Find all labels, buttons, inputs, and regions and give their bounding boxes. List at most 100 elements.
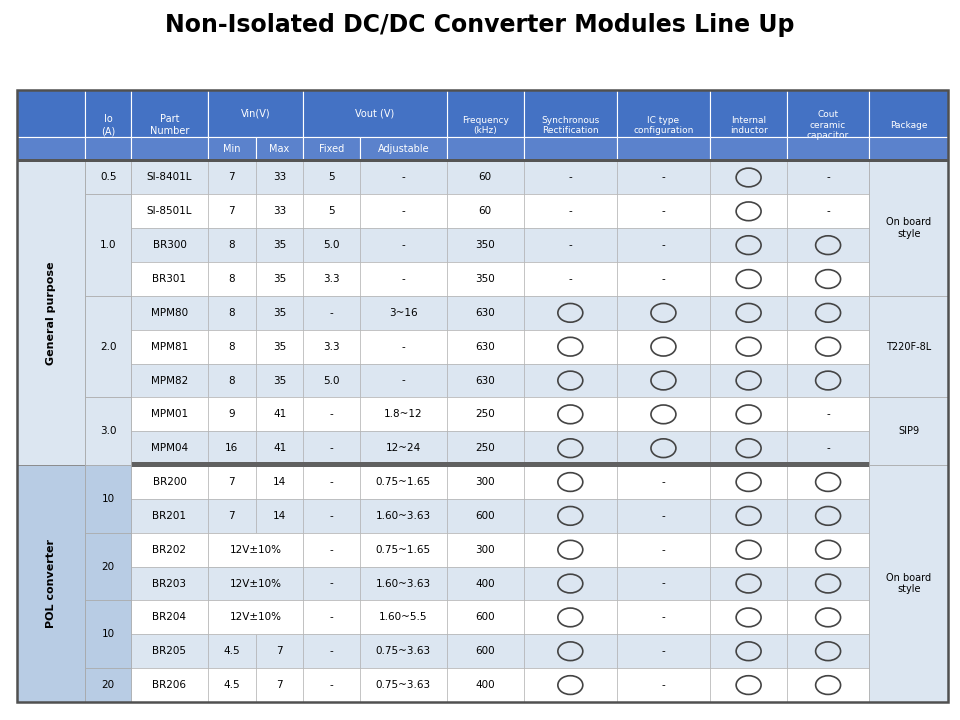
FancyBboxPatch shape (869, 533, 948, 567)
Text: 7: 7 (228, 511, 235, 521)
FancyBboxPatch shape (85, 90, 131, 137)
FancyBboxPatch shape (303, 90, 360, 137)
FancyBboxPatch shape (17, 668, 85, 702)
FancyBboxPatch shape (617, 397, 710, 431)
FancyBboxPatch shape (131, 431, 208, 465)
FancyBboxPatch shape (787, 330, 869, 364)
FancyBboxPatch shape (617, 161, 710, 194)
FancyBboxPatch shape (869, 228, 948, 262)
FancyBboxPatch shape (255, 161, 303, 194)
FancyBboxPatch shape (131, 296, 208, 330)
FancyBboxPatch shape (17, 465, 85, 499)
Text: Non-Isolated DC/DC Converter Modules Line Up: Non-Isolated DC/DC Converter Modules Lin… (165, 13, 795, 37)
FancyBboxPatch shape (360, 364, 446, 397)
Text: BR204: BR204 (153, 613, 186, 622)
Text: 630: 630 (475, 376, 495, 385)
FancyBboxPatch shape (303, 431, 360, 465)
FancyBboxPatch shape (787, 90, 869, 137)
Text: -: - (568, 173, 572, 182)
FancyBboxPatch shape (17, 159, 948, 162)
FancyBboxPatch shape (208, 600, 303, 634)
FancyBboxPatch shape (617, 364, 710, 397)
Text: 2.0: 2.0 (100, 342, 116, 351)
Text: 8: 8 (228, 376, 235, 385)
Text: 350: 350 (475, 274, 495, 284)
Text: 9: 9 (228, 410, 235, 419)
Text: -: - (401, 207, 405, 216)
FancyBboxPatch shape (787, 137, 869, 161)
FancyBboxPatch shape (255, 567, 303, 600)
FancyBboxPatch shape (710, 499, 787, 533)
FancyBboxPatch shape (303, 600, 360, 634)
FancyBboxPatch shape (85, 194, 131, 296)
Text: BR200: BR200 (153, 477, 186, 487)
FancyBboxPatch shape (617, 465, 710, 499)
FancyBboxPatch shape (446, 567, 524, 600)
Text: -: - (330, 579, 334, 588)
FancyBboxPatch shape (617, 296, 710, 330)
Text: 10: 10 (102, 494, 114, 504)
Text: 0.75~1.65: 0.75~1.65 (375, 477, 431, 487)
Text: -: - (330, 410, 334, 419)
FancyBboxPatch shape (446, 228, 524, 262)
FancyBboxPatch shape (710, 296, 787, 330)
FancyBboxPatch shape (617, 194, 710, 228)
FancyBboxPatch shape (787, 499, 869, 533)
FancyBboxPatch shape (255, 296, 303, 330)
Text: 41: 41 (273, 410, 286, 419)
Text: 1.0: 1.0 (100, 240, 116, 250)
FancyBboxPatch shape (17, 296, 85, 330)
FancyBboxPatch shape (869, 567, 948, 600)
FancyBboxPatch shape (360, 465, 446, 499)
FancyBboxPatch shape (208, 90, 255, 137)
Text: 3.3: 3.3 (324, 274, 340, 284)
FancyBboxPatch shape (85, 668, 131, 702)
Text: On board
style: On board style (886, 217, 931, 239)
FancyBboxPatch shape (446, 533, 524, 567)
FancyBboxPatch shape (869, 194, 948, 228)
FancyBboxPatch shape (446, 465, 524, 499)
FancyBboxPatch shape (710, 137, 787, 161)
Text: 20: 20 (102, 680, 114, 690)
FancyBboxPatch shape (869, 296, 948, 397)
FancyBboxPatch shape (869, 161, 948, 194)
FancyBboxPatch shape (787, 397, 869, 431)
FancyBboxPatch shape (710, 194, 787, 228)
FancyBboxPatch shape (131, 567, 208, 600)
Text: 300: 300 (475, 545, 495, 554)
Text: T220F-8L: T220F-8L (886, 342, 931, 351)
Text: BR202: BR202 (153, 545, 186, 554)
Text: -: - (330, 647, 334, 656)
FancyBboxPatch shape (303, 330, 360, 364)
FancyBboxPatch shape (131, 634, 208, 668)
FancyBboxPatch shape (17, 397, 85, 431)
FancyBboxPatch shape (208, 567, 255, 600)
FancyBboxPatch shape (255, 90, 303, 137)
Text: 35: 35 (273, 240, 286, 250)
FancyBboxPatch shape (360, 600, 446, 634)
Text: 7: 7 (276, 647, 283, 656)
FancyBboxPatch shape (787, 431, 869, 465)
FancyBboxPatch shape (17, 600, 85, 634)
FancyBboxPatch shape (255, 330, 303, 364)
FancyBboxPatch shape (255, 364, 303, 397)
Text: -: - (330, 613, 334, 622)
FancyBboxPatch shape (710, 600, 787, 634)
FancyBboxPatch shape (131, 262, 208, 296)
Text: 250: 250 (475, 444, 495, 453)
FancyBboxPatch shape (360, 634, 446, 668)
FancyBboxPatch shape (617, 90, 710, 137)
FancyBboxPatch shape (85, 330, 131, 364)
FancyBboxPatch shape (131, 668, 208, 702)
FancyBboxPatch shape (131, 364, 208, 397)
Text: 33: 33 (273, 173, 286, 182)
Text: 5.0: 5.0 (324, 240, 340, 250)
FancyBboxPatch shape (869, 161, 948, 296)
Text: -: - (401, 173, 405, 182)
Text: 60: 60 (479, 207, 492, 216)
FancyBboxPatch shape (617, 600, 710, 634)
FancyBboxPatch shape (85, 533, 131, 600)
FancyBboxPatch shape (303, 668, 360, 702)
Text: 10: 10 (102, 629, 114, 639)
Text: Cout
ceramic
capacitor: Cout ceramic capacitor (807, 110, 850, 140)
